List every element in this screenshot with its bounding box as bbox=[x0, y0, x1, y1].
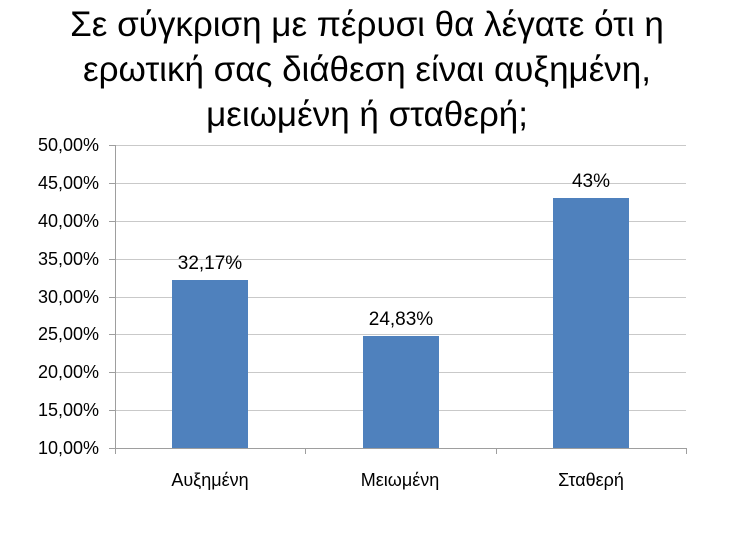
chart-title-line-3: μειωμένη ή σταθερή; bbox=[206, 95, 528, 134]
bar bbox=[553, 198, 629, 448]
y-tick-label: 35,00% bbox=[37, 248, 99, 269]
y-tick-label: 45,00% bbox=[37, 172, 99, 193]
x-axis-line bbox=[115, 448, 687, 449]
y-tick-mark bbox=[109, 145, 115, 146]
y-gridline bbox=[115, 334, 686, 336]
x-category-label: Σταθερή bbox=[558, 470, 624, 490]
y-tick-mark bbox=[109, 258, 115, 260]
y-tick-mark bbox=[109, 220, 115, 222]
y-axis-line bbox=[115, 145, 116, 448]
x-category-label: Μειωμένη bbox=[360, 470, 440, 490]
chart-title: Σε σύγκριση με πέρυσι θα λέγατε ότι η ερ… bbox=[0, 2, 734, 137]
chart-title-line-2: ερωτική σας διάθεση είναι αυξημένη, bbox=[83, 50, 651, 89]
bar bbox=[172, 280, 248, 448]
y-tick-label: 30,00% bbox=[37, 286, 99, 307]
x-category-label: Αυξημένη bbox=[171, 470, 249, 490]
y-tick-label: 15,00% bbox=[37, 400, 99, 421]
y-tick-label: 40,00% bbox=[37, 210, 99, 231]
y-tick-mark bbox=[109, 334, 115, 336]
y-tick-label: 50,00% bbox=[37, 135, 99, 155]
y-gridline bbox=[115, 220, 686, 222]
bar-data-label: 43% bbox=[571, 171, 611, 192]
y-gridline bbox=[115, 296, 686, 298]
bar-data-label: 32,17% bbox=[177, 253, 243, 274]
y-gridline bbox=[115, 145, 686, 146]
bar bbox=[363, 336, 439, 448]
y-tick-mark bbox=[109, 296, 115, 298]
x-tick-mark bbox=[496, 448, 497, 454]
bar-data-label: 24,83% bbox=[368, 309, 434, 330]
y-tick-mark bbox=[109, 448, 115, 449]
y-tick-label: 20,00% bbox=[37, 362, 99, 383]
y-gridline bbox=[115, 182, 686, 184]
y-gridline bbox=[115, 258, 686, 260]
x-tick-mark bbox=[305, 448, 306, 454]
y-tick-label: 25,00% bbox=[37, 324, 99, 345]
y-tick-mark bbox=[109, 410, 115, 412]
chart-title-line-1: Σε σύγκριση με πέρυσι θα λέγατε ότι η bbox=[70, 5, 664, 44]
y-tick-label: 10,00% bbox=[37, 438, 99, 458]
x-tick-mark bbox=[115, 448, 116, 454]
y-tick-mark bbox=[109, 182, 115, 184]
x-tick-mark bbox=[686, 448, 687, 454]
y-tick-mark bbox=[109, 372, 115, 374]
